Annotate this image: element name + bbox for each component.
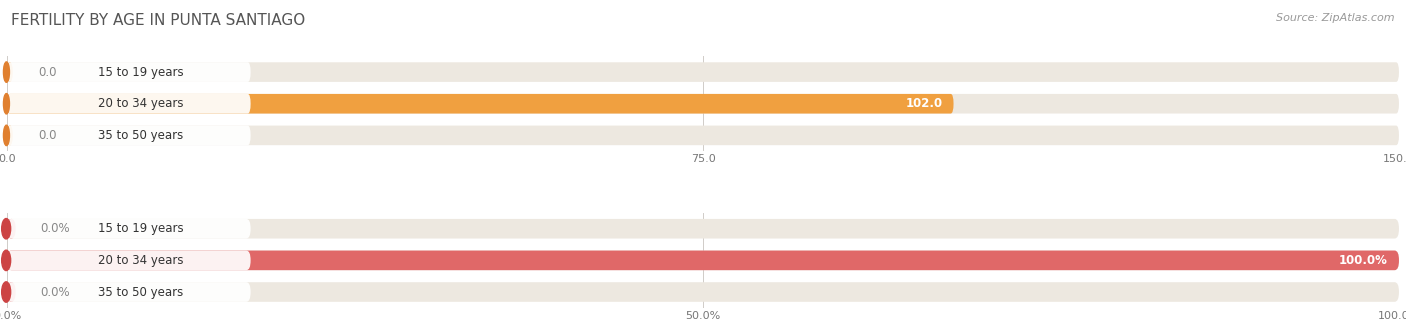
Text: 20 to 34 years: 20 to 34 years (98, 97, 184, 110)
FancyBboxPatch shape (7, 62, 1399, 82)
FancyBboxPatch shape (7, 251, 1399, 270)
FancyBboxPatch shape (7, 282, 250, 302)
FancyBboxPatch shape (7, 94, 953, 114)
Circle shape (3, 62, 10, 82)
Text: 35 to 50 years: 35 to 50 years (98, 129, 184, 142)
Text: 15 to 19 years: 15 to 19 years (98, 66, 184, 78)
Text: 20 to 34 years: 20 to 34 years (98, 254, 184, 267)
FancyBboxPatch shape (7, 62, 13, 82)
Text: 100.0%: 100.0% (1339, 254, 1388, 267)
FancyBboxPatch shape (7, 251, 250, 270)
FancyBboxPatch shape (7, 125, 250, 145)
FancyBboxPatch shape (7, 94, 250, 114)
Circle shape (3, 94, 10, 114)
Text: 0.0: 0.0 (38, 66, 56, 78)
Text: 35 to 50 years: 35 to 50 years (98, 286, 184, 299)
Text: 0.0: 0.0 (38, 129, 56, 142)
FancyBboxPatch shape (7, 125, 1399, 145)
Text: 0.0%: 0.0% (41, 286, 70, 299)
FancyBboxPatch shape (7, 94, 1399, 114)
Text: Source: ZipAtlas.com: Source: ZipAtlas.com (1277, 13, 1395, 23)
FancyBboxPatch shape (7, 282, 1399, 302)
Circle shape (1, 282, 11, 302)
Circle shape (3, 125, 10, 146)
Circle shape (1, 250, 11, 270)
Text: 102.0: 102.0 (905, 97, 942, 110)
FancyBboxPatch shape (7, 282, 15, 302)
Circle shape (1, 218, 11, 239)
FancyBboxPatch shape (7, 125, 13, 145)
Text: 0.0%: 0.0% (41, 222, 70, 235)
Text: 15 to 19 years: 15 to 19 years (98, 222, 184, 235)
FancyBboxPatch shape (7, 219, 250, 239)
Text: FERTILITY BY AGE IN PUNTA SANTIAGO: FERTILITY BY AGE IN PUNTA SANTIAGO (11, 13, 305, 28)
FancyBboxPatch shape (7, 251, 1399, 270)
FancyBboxPatch shape (7, 219, 1399, 239)
FancyBboxPatch shape (7, 62, 250, 82)
FancyBboxPatch shape (7, 219, 15, 239)
